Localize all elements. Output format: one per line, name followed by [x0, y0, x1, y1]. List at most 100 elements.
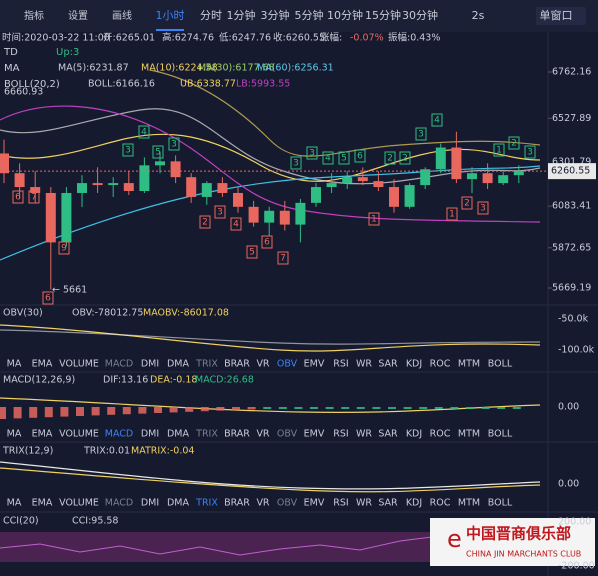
indicator-tab[interactable]: DMA [167, 359, 190, 370]
indicator-tab[interactable]: RSI [333, 429, 348, 440]
indicator-tab[interactable]: EMA [32, 429, 53, 440]
indicator-tab[interactable]: KDJ [406, 498, 422, 509]
macd-bar [216, 407, 225, 411]
indicator-tab[interactable]: DMI [141, 429, 159, 440]
indicator-tab[interactable]: KDJ [406, 359, 422, 370]
indicator-tab[interactable]: BRAR [224, 429, 250, 440]
indicator-tab[interactable]: WR [356, 429, 372, 440]
indicator-tab[interactable]: TRIX [195, 359, 218, 370]
indicator-tab[interactable]: MTM [458, 429, 480, 440]
indicator-tab[interactable]: EMA [32, 498, 53, 509]
indicator-tab[interactable]: MA [7, 359, 22, 370]
indicator-tab[interactable]: BOLL [488, 429, 513, 440]
indicator-tab[interactable]: RSI [333, 359, 348, 370]
indicator-tab[interactable]: VOLUME [59, 498, 99, 509]
candle-body [404, 185, 415, 207]
price-label: 5669.19 [552, 283, 591, 294]
td-marker: 3 [418, 130, 424, 140]
td-marker: 2 [511, 139, 517, 149]
macd-bar [44, 407, 53, 418]
indicator-tab[interactable]: KDJ [406, 429, 422, 440]
td-box [461, 196, 473, 210]
pane-value: MATRIX:-0.04 [131, 446, 194, 457]
td-marker: 5 [341, 154, 347, 164]
indicator-tab[interactable]: MA [7, 498, 22, 509]
indicator-tab[interactable]: SAR [378, 498, 398, 509]
indicator-lines [0, 69, 541, 493]
indicator-tab[interactable]: RSI [333, 498, 348, 509]
indicator-tab[interactable]: EMV [304, 498, 325, 509]
indicator-tab[interactable]: OBV [277, 498, 298, 509]
interval[interactable]: 30分钟 [402, 8, 438, 22]
indicator-tab[interactable]: EMV [304, 359, 325, 370]
pane-value: MACD:26.68 [195, 375, 254, 386]
macd-bar [13, 407, 22, 419]
indicator-tab[interactable]: SAR [378, 359, 398, 370]
indicator-tab[interactable]: TRIX [195, 429, 218, 440]
indicator-tab[interactable]: ROC [430, 359, 451, 370]
candle-body [311, 187, 321, 203]
indicator-tab[interactable]: VR [256, 359, 269, 370]
macd-bar [122, 407, 131, 415]
indicator-tab[interactable]: MTM [458, 498, 480, 509]
indicator-tab[interactable]: MACD [105, 359, 133, 370]
td-marker: 5 [155, 148, 161, 158]
indicator-tab[interactable]: VR [256, 498, 269, 509]
macd-bar [154, 407, 162, 413]
indicator-tab[interactable]: WR [356, 359, 372, 370]
indicator-tab[interactable]: DMI [141, 498, 159, 509]
indicator-tab[interactable]: EMA [32, 359, 53, 370]
td-box [322, 151, 334, 165]
pane-axis: -50.0k [558, 314, 589, 325]
interval[interactable]: 3分钟 [261, 8, 290, 22]
candle-body [77, 183, 87, 193]
toolbar-item: 指标 [24, 9, 44, 22]
pane-name: OBV(30) [3, 308, 43, 319]
indicator-tab[interactable]: MTM [458, 359, 480, 370]
interval[interactable]: 1小时 [156, 9, 185, 22]
window-select[interactable] [536, 7, 586, 25]
indicator-tab[interactable]: BOLL [488, 498, 513, 509]
macd-bar [434, 407, 443, 409]
td-marker: 4 [434, 116, 440, 126]
indicator-tab[interactable]: VOLUME [59, 359, 99, 370]
macd-bar [247, 407, 256, 410]
macd-bar [76, 407, 84, 416]
indicator-tab[interactable]: VR [256, 429, 269, 440]
td-box [246, 245, 258, 259]
interval[interactable]: 10分钟 [327, 8, 363, 22]
indicator-tab[interactable]: MACD [105, 498, 133, 509]
indicator-tab[interactable]: MACD [105, 429, 133, 440]
indicator-tab[interactable]: ROC [430, 429, 451, 440]
overlay-price: 6660.93 [4, 87, 43, 98]
indicator-tab[interactable]: DMI [141, 359, 159, 370]
info-time: 时间:2020-03-22 11:00 [2, 32, 110, 44]
indicator-tab[interactable]: WR [356, 498, 372, 509]
interval[interactable]: 5分钟 [295, 8, 324, 22]
macd-bar [294, 407, 303, 409]
toolbar-item: 画线 [112, 9, 132, 22]
interval[interactable]: 分时 [200, 9, 222, 22]
indicator-tab[interactable]: DMA [167, 498, 190, 509]
indicator-tab[interactable]: EMV [304, 429, 325, 440]
indicator-tab[interactable]: MA [7, 429, 22, 440]
indicator-tab[interactable]: BRAR [224, 498, 250, 509]
indicator-tab[interactable]: OBV [277, 429, 298, 440]
indicator-tab[interactable]: TRIX [195, 498, 218, 509]
indicator-tab[interactable]: DMA [167, 429, 190, 440]
indicator-tab[interactable]: OBV [277, 359, 298, 370]
indicator-tab[interactable]: VOLUME [59, 429, 99, 440]
indicator-tab[interactable]: BOLL [488, 359, 513, 370]
info-amplitude: 振幅:0.43% [388, 32, 440, 44]
indicator-tab[interactable]: ROC [430, 498, 451, 509]
td-box [446, 207, 458, 221]
interval[interactable]: 15分钟 [365, 8, 401, 22]
td-box [431, 113, 443, 127]
interval[interactable]: 1分钟 [227, 8, 256, 22]
indicator-tab[interactable]: BRAR [224, 359, 250, 370]
candle-body [217, 183, 228, 193]
td-marker: 6 [45, 294, 51, 304]
indicator-tab[interactable]: SAR [378, 429, 398, 440]
